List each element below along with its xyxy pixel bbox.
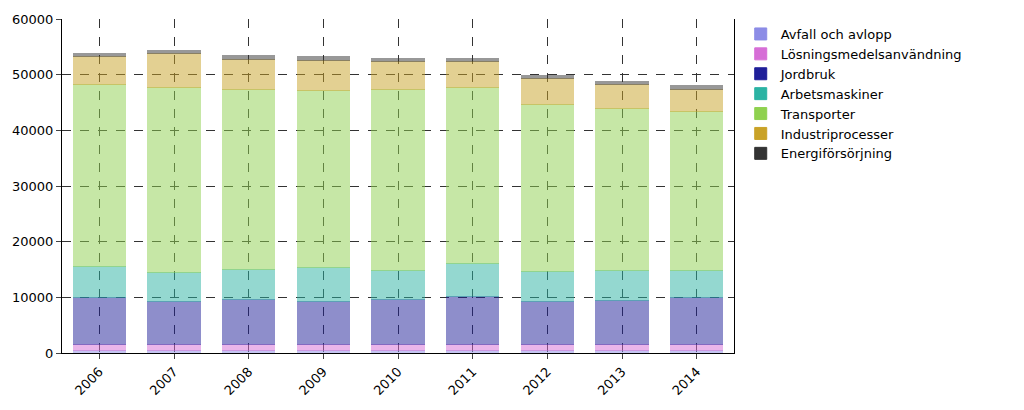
svg-text:2011: 2011 xyxy=(445,364,479,398)
svg-text:Arbetsmaskiner: Arbetsmaskiner xyxy=(781,87,884,102)
svg-text:2007: 2007 xyxy=(147,364,181,398)
svg-text:2012: 2012 xyxy=(520,364,554,398)
svg-text:2009: 2009 xyxy=(296,364,330,398)
svg-text:50000: 50000 xyxy=(12,67,53,82)
svg-text:40000: 40000 xyxy=(12,123,53,138)
svg-text:2013: 2013 xyxy=(595,364,629,398)
svg-text:Energiförsörjning: Energiförsörjning xyxy=(781,146,892,161)
svg-text:2006: 2006 xyxy=(72,364,106,398)
svg-text:Avfall och avlopp: Avfall och avlopp xyxy=(781,27,892,42)
svg-text:Transporter: Transporter xyxy=(780,107,856,122)
svg-text:0: 0 xyxy=(45,346,53,361)
svg-text:Lösningsmedelsanvändning: Lösningsmedelsanvändning xyxy=(781,47,962,62)
svg-text:2008: 2008 xyxy=(221,364,255,398)
svg-text:60000: 60000 xyxy=(12,12,53,27)
svg-text:10000: 10000 xyxy=(12,290,53,305)
svg-text:Industriprocesser: Industriprocesser xyxy=(781,127,894,142)
svg-text:30000: 30000 xyxy=(12,179,53,194)
svg-text:Jordbruk: Jordbruk xyxy=(780,67,836,82)
svg-text:2014: 2014 xyxy=(669,364,703,398)
svg-text:2010: 2010 xyxy=(371,364,405,398)
svg-text:20000: 20000 xyxy=(12,234,53,249)
